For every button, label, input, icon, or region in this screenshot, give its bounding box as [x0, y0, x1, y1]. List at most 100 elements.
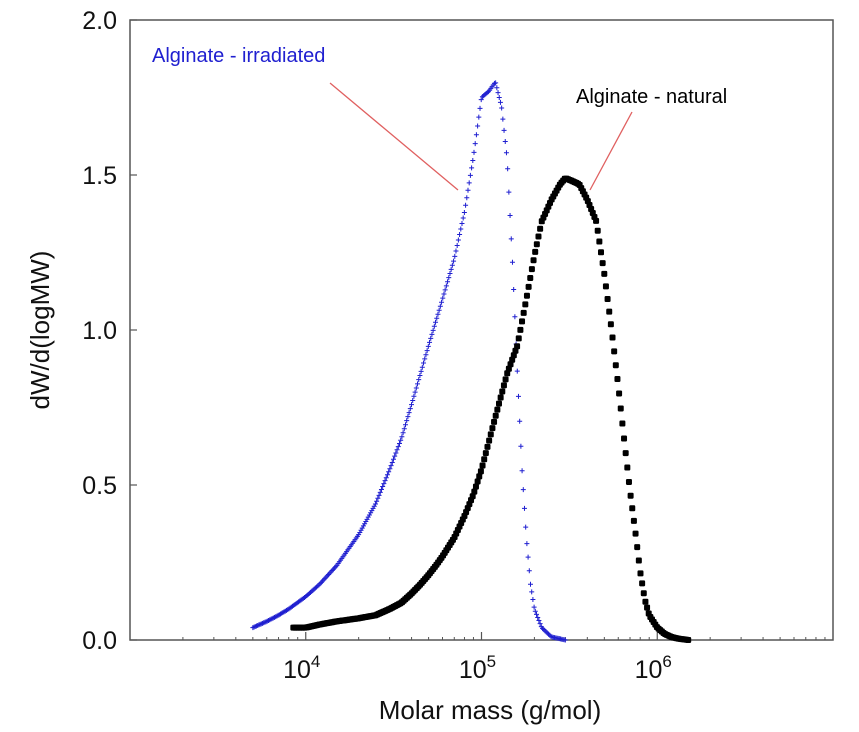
- irradiated-point: [423, 352, 429, 358]
- irradiated-point: [434, 315, 440, 321]
- natural-point: [614, 376, 621, 383]
- irradiated-point: [375, 495, 381, 501]
- irradiated-point: [392, 453, 398, 459]
- natural-point: [599, 260, 606, 267]
- irradiated-point: [424, 348, 430, 354]
- natural-point: [522, 301, 529, 308]
- irradiated-point: [440, 295, 446, 301]
- irradiated-point: [473, 132, 479, 138]
- natural-point: [632, 530, 639, 537]
- natural-point: [629, 505, 636, 512]
- irradiated-point: [398, 437, 404, 443]
- irradiated-point: [387, 466, 393, 472]
- irradiated-point: [449, 262, 455, 268]
- natural-point: [607, 321, 614, 328]
- irradiated-point: [463, 202, 469, 208]
- irradiated-point: [477, 105, 483, 111]
- natural-point: [479, 462, 486, 469]
- natural-point: [519, 318, 526, 325]
- natural-point: [637, 570, 644, 577]
- irradiated-point: [402, 422, 408, 428]
- irradiated-point: [419, 364, 425, 370]
- irradiated-point: [467, 172, 473, 178]
- natural-point: [482, 450, 489, 457]
- natural-point: [499, 388, 506, 395]
- irradiated-point: [384, 472, 390, 478]
- irradiated-point: [469, 165, 475, 171]
- natural-point: [525, 283, 532, 290]
- series-natural: [290, 175, 692, 643]
- natural-point: [469, 493, 476, 500]
- irradiated-point: [377, 489, 383, 495]
- irradiated-point: [495, 90, 501, 96]
- irradiated-point: [405, 414, 411, 420]
- irradiated-point: [543, 629, 549, 635]
- natural-point: [611, 348, 618, 355]
- natural-point: [602, 283, 609, 290]
- irradiated-point: [443, 283, 449, 289]
- irradiated-point: [452, 253, 458, 259]
- irradiated-point: [531, 604, 537, 610]
- irradiated-point: [494, 85, 500, 91]
- natural-point: [487, 431, 494, 438]
- irradiated-point: [445, 279, 451, 285]
- natural-point: [514, 343, 521, 350]
- irradiated-point: [472, 141, 478, 147]
- irradiated-point: [439, 299, 445, 305]
- irradiated-point: [458, 226, 464, 232]
- irradiated-point: [422, 356, 428, 362]
- irradiated-point: [427, 339, 433, 345]
- irradiated-point: [503, 150, 509, 156]
- irradiated-point: [534, 611, 540, 617]
- natural-point: [635, 557, 642, 564]
- irradiated-point: [460, 215, 466, 221]
- irradiated-point: [497, 99, 503, 105]
- natural-point: [509, 356, 516, 363]
- natural-point: [624, 464, 631, 471]
- natural-point: [507, 361, 514, 368]
- irradiated-point: [437, 303, 443, 309]
- irradiated-point: [421, 360, 427, 366]
- irradiated-point: [436, 307, 442, 313]
- irradiated-point: [388, 463, 394, 469]
- natural-point: [619, 420, 626, 427]
- irradiated-point: [548, 633, 554, 639]
- natural-point: [535, 233, 542, 240]
- irradiated-point: [523, 524, 529, 530]
- irradiated-point: [535, 614, 541, 620]
- irradiated-point: [493, 80, 499, 86]
- irradiated-point: [461, 210, 467, 216]
- natural-point: [601, 270, 608, 277]
- natural-point: [528, 266, 535, 273]
- irradiated-point: [537, 621, 543, 627]
- irradiated-point: [509, 259, 515, 265]
- irradiated-point: [407, 406, 413, 412]
- irradiated-point: [521, 505, 527, 511]
- irradiated-point: [517, 418, 523, 424]
- irradiated-point: [418, 368, 424, 374]
- x-tick-label: 105: [459, 652, 496, 684]
- irradiated-point: [496, 95, 502, 101]
- natural-point: [486, 437, 493, 444]
- natural-point: [598, 249, 605, 256]
- irradiated-point: [525, 554, 531, 560]
- irradiated-point: [430, 327, 436, 333]
- natural-point: [616, 390, 623, 397]
- irradiated-point: [478, 97, 484, 103]
- natural-point: [505, 365, 512, 372]
- natural-point: [500, 382, 507, 389]
- irradiated-point: [446, 275, 452, 281]
- natural-point: [484, 443, 491, 450]
- annotation-leader-natural: [589, 111, 633, 191]
- irradiated-point: [465, 187, 471, 193]
- natural-point: [492, 412, 499, 419]
- irradiated-point: [500, 116, 506, 122]
- irradiated-point: [454, 242, 460, 248]
- natural-point: [606, 308, 613, 315]
- irradiated-point: [381, 481, 387, 487]
- irradiated-point: [455, 237, 461, 243]
- natural-point: [622, 450, 629, 457]
- natural-point: [642, 598, 649, 605]
- annotation-natural: Alginate - natural: [576, 86, 727, 108]
- irradiated-point: [562, 637, 568, 643]
